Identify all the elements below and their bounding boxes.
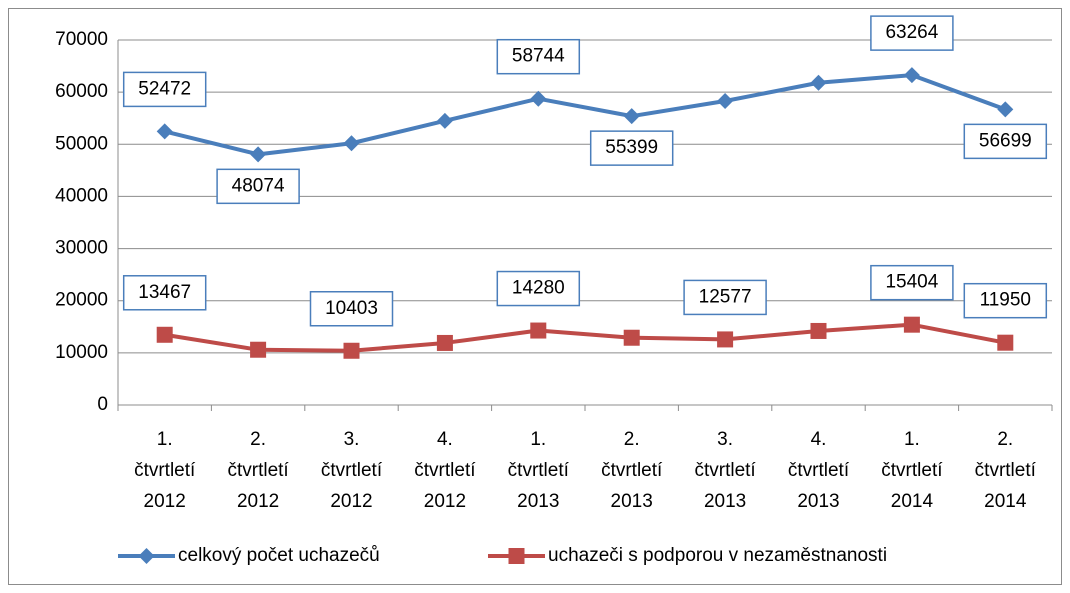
data-label: 13467 — [138, 282, 191, 303]
x-tick-label-line: čtvrtletí — [881, 460, 943, 481]
x-tick-label-line: 1. — [904, 429, 920, 450]
x-tick-label-line: čtvrtletí — [601, 460, 663, 481]
x-tick-label-line: 2014 — [984, 491, 1027, 512]
marker — [623, 108, 640, 125]
marker — [997, 334, 1014, 351]
x-tick-label-line: 2012 — [330, 491, 372, 512]
data-label: 14280 — [512, 278, 565, 299]
data-label-box — [496, 270, 581, 307]
data-label: 52472 — [138, 78, 191, 99]
x-tick-label-line: čtvrtletí — [414, 460, 476, 481]
legend-marker — [138, 548, 155, 564]
data-label: 10403 — [325, 298, 378, 319]
x-tick-label-line: 2012 — [144, 491, 186, 512]
y-tick-label: 20000 — [55, 290, 108, 311]
data-label-box — [963, 282, 1048, 319]
data-label: 56699 — [979, 130, 1032, 151]
x-tick-label: 3. čtvrtletí 2013 — [694, 429, 756, 512]
x-tick-label-line: čtvrtletí — [134, 460, 196, 481]
y-tick-label: 50000 — [55, 133, 108, 154]
marker — [436, 112, 453, 129]
x-tick-label-line: 2012 — [237, 491, 279, 512]
marker — [156, 123, 173, 140]
x-tick-label-line: 2013 — [611, 491, 653, 512]
data-label-box — [589, 130, 674, 166]
data-label-box — [216, 168, 300, 205]
marker — [903, 67, 920, 84]
data-label: 48074 — [232, 175, 285, 196]
x-tick-label: 2. čtvrtletí 2012 — [227, 429, 289, 512]
x-tick-label-line: 4. — [437, 429, 453, 450]
marker — [903, 316, 920, 333]
data-label: 55399 — [605, 137, 658, 158]
marker — [717, 93, 734, 110]
series-line — [164, 322, 1006, 353]
y-tick-label: 70000 — [55, 29, 108, 50]
x-tick-label-line: 4. — [811, 429, 827, 450]
x-tick-label-line: 2014 — [891, 491, 934, 512]
marker — [623, 329, 640, 346]
x-tick-label-line: čtvrtletí — [694, 460, 756, 481]
data-label-box — [683, 279, 767, 316]
x-tick-label: 1. čtvrtletí 2013 — [508, 429, 570, 512]
data-label: 63264 — [885, 22, 938, 43]
x-tick-label: 1. čtvrtletí 2014 — [881, 429, 943, 512]
y-tick-label: 60000 — [55, 81, 108, 102]
x-tick-label-line: čtvrtletí — [788, 460, 850, 481]
x-tick-label-line: 2013 — [797, 491, 839, 512]
marker — [997, 101, 1014, 118]
data-label-box — [496, 38, 581, 75]
x-tick-label: 3. čtvrtletí 2012 — [321, 429, 383, 512]
y-tick-label: 40000 — [55, 185, 108, 206]
marker — [810, 74, 827, 91]
marker — [250, 146, 267, 163]
y-tick-label: 10000 — [55, 342, 108, 363]
data-label-box — [309, 291, 394, 327]
data-label-box — [122, 275, 207, 311]
x-tick-label-line: čtvrtletí — [508, 460, 570, 481]
x-tick-label: 2. čtvrtletí 2014 — [975, 429, 1037, 512]
x-tick-label: 4. čtvrtletí 2013 — [788, 429, 850, 512]
x-tick-label: 2. čtvrtletí 2013 — [601, 429, 663, 512]
data-label-box — [122, 71, 207, 108]
x-tick-label: 4. čtvrtletí 2012 — [414, 429, 476, 512]
marker — [530, 322, 547, 339]
x-tick-label-line: 1. — [157, 429, 173, 450]
marker — [717, 331, 734, 348]
x-tick-label-line: 3. — [344, 429, 360, 450]
data-label-box — [870, 15, 954, 51]
x-tick-label-line: čtvrtletí — [227, 460, 289, 481]
data-label-box — [870, 264, 954, 301]
x-tick-label-line: 2. — [997, 429, 1013, 450]
x-tick-label-line: 1. — [530, 429, 546, 450]
x-tick-label-line: 2. — [250, 429, 266, 450]
marker — [810, 322, 827, 339]
data-label: 58744 — [512, 46, 565, 67]
x-tick-label-line: 3. — [717, 429, 733, 450]
legend-label: celkový počet uchazečů — [178, 545, 380, 566]
data-label: 15404 — [885, 272, 938, 293]
y-tick-label: 30000 — [55, 238, 108, 259]
data-label: 12577 — [699, 286, 752, 307]
x-tick-label-line: 2. — [624, 429, 640, 450]
x-tick-label-line: 2013 — [517, 491, 559, 512]
x-tick-label: 1. čtvrtletí 2012 — [134, 429, 196, 512]
legend-marker — [508, 548, 525, 564]
series-line — [164, 73, 1006, 157]
x-tick-label-line: 2013 — [704, 491, 746, 512]
marker — [530, 90, 547, 107]
data-label-box — [963, 123, 1048, 160]
marker — [343, 342, 360, 359]
marker — [436, 334, 453, 351]
marker — [343, 135, 360, 152]
marker — [250, 341, 267, 358]
x-tick-label-line: 2012 — [424, 491, 466, 512]
x-tick-label-line: čtvrtletí — [321, 460, 383, 481]
y-tick-label: 0 — [97, 394, 108, 415]
data-label: 11950 — [980, 290, 1031, 311]
legend-label: uchazeči s podporou v nezaměstnanosti — [548, 545, 887, 566]
marker — [156, 326, 173, 343]
x-tick-label-line: čtvrtletí — [975, 460, 1037, 481]
